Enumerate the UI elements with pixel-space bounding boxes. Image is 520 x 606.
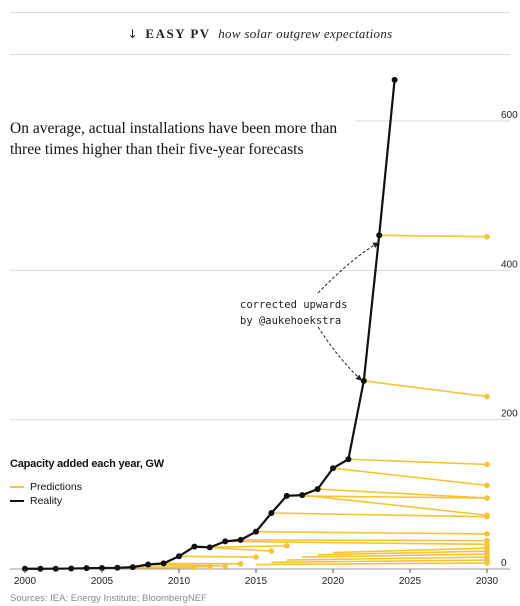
prediction-line bbox=[255, 562, 488, 566]
annotation-line-1: corrected upwards bbox=[240, 299, 347, 311]
annotation-line-2: by @aukehoekstra bbox=[240, 315, 341, 327]
reality-point bbox=[345, 456, 352, 463]
header: ↓ EASY PV how solar outgrew expectations bbox=[0, 26, 520, 42]
reality-point bbox=[176, 553, 182, 560]
x-tick-label: 2000 bbox=[14, 576, 37, 587]
reality-point bbox=[145, 561, 152, 568]
reality-point bbox=[268, 510, 275, 516]
reality-point bbox=[206, 544, 213, 551]
reality-point bbox=[22, 565, 28, 572]
reality-point bbox=[253, 528, 259, 535]
reality-point bbox=[376, 232, 383, 239]
reality-point bbox=[37, 565, 44, 572]
legend: Capacity added each year, GW Predictions… bbox=[10, 458, 164, 508]
legend-swatch-predictions bbox=[10, 485, 24, 489]
reality-point bbox=[191, 543, 198, 550]
annotation: corrected upwards by @aukehoekstra bbox=[240, 242, 380, 381]
legend-title: Capacity added each year, GW bbox=[10, 458, 164, 470]
prediction-line bbox=[286, 495, 488, 499]
prediction-line bbox=[348, 458, 488, 466]
prediction-point bbox=[253, 554, 259, 560]
prediction-point bbox=[268, 548, 275, 554]
prediction-point bbox=[237, 560, 244, 567]
prediction-point bbox=[207, 563, 213, 570]
source-note: Sources: IEA; Energy Institute; Bloomber… bbox=[10, 593, 207, 604]
reality-point bbox=[283, 492, 290, 499]
prediction-point bbox=[484, 537, 490, 544]
prediction-point bbox=[484, 233, 490, 240]
reality-point bbox=[299, 492, 306, 499]
prediction-point bbox=[484, 482, 490, 489]
reality-line bbox=[22, 76, 398, 572]
prediction-line bbox=[332, 547, 488, 554]
prediction-line bbox=[271, 559, 488, 564]
legend-item-reality: Reality bbox=[10, 494, 164, 508]
reality-point bbox=[83, 565, 90, 572]
prediction-line bbox=[302, 494, 488, 517]
legend-label-predictions: Predictions bbox=[30, 481, 82, 493]
reality-point bbox=[52, 565, 59, 572]
x-tick-label: 2005 bbox=[91, 576, 114, 587]
x-tick-label: 2030 bbox=[476, 576, 499, 587]
y-axis: 0 200 400 600 bbox=[501, 110, 518, 569]
x-tick-label: 2020 bbox=[322, 576, 345, 587]
top-divider bbox=[10, 12, 510, 13]
annotation-arrow-upper bbox=[317, 242, 380, 294]
reality-point bbox=[129, 564, 136, 571]
y-tick-label: 600 bbox=[501, 110, 518, 121]
y-tick-label: 200 bbox=[501, 409, 518, 420]
prediction-lines bbox=[117, 233, 490, 571]
y-tick-label: 0 bbox=[501, 558, 507, 569]
prediction-line bbox=[178, 555, 257, 558]
reality-point bbox=[99, 564, 105, 571]
x-axis: 2000 2005 2010 2015 2020 2025 2030 bbox=[14, 569, 499, 587]
prediction-line bbox=[209, 545, 287, 549]
prediction-point bbox=[484, 461, 490, 468]
prediction-point bbox=[484, 531, 490, 537]
prediction-line bbox=[332, 467, 488, 487]
prediction-line bbox=[255, 530, 488, 535]
prediction-line bbox=[286, 556, 488, 561]
legend-item-predictions: Predictions bbox=[10, 480, 164, 494]
x-tick-label: 2015 bbox=[245, 576, 268, 587]
down-arrow-icon: ↓ bbox=[127, 27, 138, 41]
x-tick-label: 2010 bbox=[168, 576, 191, 587]
prediction-line bbox=[317, 488, 488, 499]
reality-point bbox=[360, 377, 367, 384]
header-divider bbox=[10, 54, 510, 55]
prediction-line bbox=[271, 512, 488, 518]
prediction-line bbox=[302, 553, 488, 558]
prediction-line bbox=[379, 234, 488, 238]
headline: On average, actual installations have be… bbox=[10, 120, 338, 158]
prediction-point bbox=[484, 512, 490, 519]
reality-point bbox=[68, 565, 75, 572]
prediction-point bbox=[484, 495, 490, 501]
prediction-line bbox=[317, 550, 488, 556]
prediction-point bbox=[222, 563, 228, 569]
legend-swatch-reality bbox=[10, 499, 24, 503]
reality-point bbox=[314, 486, 321, 493]
reality-point bbox=[114, 564, 121, 571]
x-tick-label: 2025 bbox=[399, 576, 422, 587]
header-brand: EASY PV bbox=[145, 26, 211, 41]
prediction-point bbox=[484, 393, 490, 400]
header-tagline: how solar outgrew expectations bbox=[218, 26, 393, 41]
prediction-point bbox=[484, 560, 490, 566]
annotation-arrow-lower bbox=[317, 326, 362, 381]
prediction-line bbox=[363, 380, 488, 398]
reality-point bbox=[160, 560, 167, 567]
reality-point bbox=[391, 76, 398, 83]
y-tick-label: 400 bbox=[501, 259, 518, 270]
legend-label-reality: Reality bbox=[30, 495, 63, 507]
reality-point bbox=[222, 538, 229, 545]
prediction-line bbox=[225, 540, 488, 546]
reality-point bbox=[330, 465, 336, 472]
reality-point bbox=[237, 536, 244, 543]
prediction-point bbox=[284, 543, 290, 549]
prediction-line bbox=[240, 539, 488, 542]
